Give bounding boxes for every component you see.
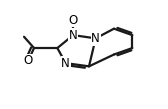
Text: O: O [24,54,33,67]
Text: N: N [69,29,78,42]
Text: N: N [61,57,70,70]
Text: O: O [69,14,78,27]
Text: N: N [91,32,100,45]
